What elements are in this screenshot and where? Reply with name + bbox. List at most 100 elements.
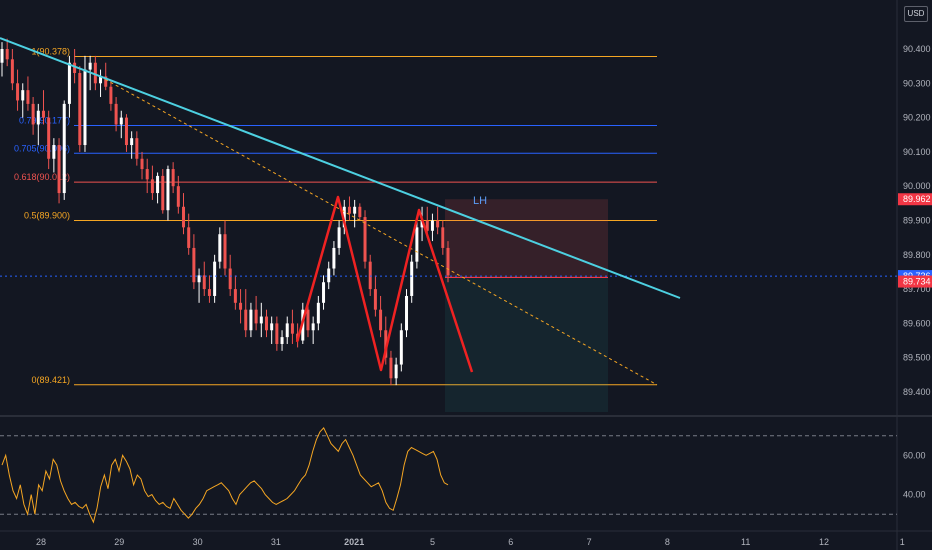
- candle-body: [384, 330, 388, 358]
- candle-body: [275, 323, 279, 344]
- candle-body: [88, 62, 92, 70]
- time-tick-label: 12: [819, 537, 829, 547]
- candle-body: [259, 316, 263, 324]
- candle-body: [187, 227, 191, 248]
- candle-body: [145, 169, 149, 180]
- candle-body: [78, 73, 82, 146]
- candle-body: [114, 103, 118, 125]
- candle-body: [430, 220, 434, 231]
- fibonacci-retracement[interactable]: 1(90.378) 0.79(90.177) 0.705(90.096) 0.618(…: [14, 47, 657, 386]
- candle-body: [0, 49, 4, 63]
- candle-body: [420, 220, 424, 228]
- candle-body: [425, 220, 429, 231]
- candlesticks: [0, 38, 450, 386]
- candle-body: [233, 289, 237, 303]
- price-tick-label: 89.600: [903, 318, 931, 328]
- candle-body: [73, 62, 77, 74]
- candle-body: [290, 323, 294, 334]
- candle-body: [26, 90, 30, 104]
- candle-body: [270, 323, 274, 331]
- candle-body: [337, 227, 341, 248]
- candle-body: [10, 59, 14, 84]
- drawings[interactable]: LH: [0, 37, 897, 386]
- candle-body: [171, 169, 175, 187]
- fib-level-label: 0.5(89.900): [24, 211, 70, 221]
- candle-body: [249, 309, 253, 331]
- candle-body: [415, 227, 419, 262]
- fib-level-label: 0(89.421): [31, 375, 70, 385]
- rsi-tick-label: 60.00: [903, 450, 926, 460]
- candle-body: [93, 62, 97, 84]
- candle-body: [202, 275, 206, 290]
- candle-body: [327, 268, 331, 283]
- candle-body: [182, 206, 186, 228]
- candle-body: [358, 206, 362, 218]
- candle-body: [207, 289, 211, 296]
- candle-body: [353, 206, 357, 214]
- candle-body: [218, 234, 222, 262]
- candle-body: [244, 309, 248, 331]
- candle-body: [99, 76, 103, 84]
- candle-body: [228, 268, 232, 290]
- candle-body: [124, 117, 128, 146]
- candle-body: [21, 90, 25, 101]
- time-tick-label: 29: [114, 537, 124, 547]
- candle-body: [342, 206, 346, 228]
- candle-body: [332, 247, 336, 269]
- position-zones[interactable]: [445, 199, 608, 412]
- candle-body: [347, 206, 351, 214]
- candle-body: [62, 103, 66, 194]
- fib-level-label: 0.705(90.096): [14, 143, 70, 153]
- time-tick-label: 30: [193, 537, 203, 547]
- candle-body: [16, 83, 20, 101]
- descending-trendline: [0, 37, 681, 299]
- candle-body: [399, 330, 403, 365]
- candle-body: [394, 364, 398, 379]
- time-tick-label: 1: [900, 537, 905, 547]
- candle-body: [311, 323, 315, 331]
- candle-body: [306, 309, 310, 331]
- rsi-line: [1, 427, 449, 524]
- candle-body: [410, 261, 414, 296]
- candle-body: [213, 261, 217, 296]
- take-profit-zone: [445, 277, 608, 412]
- price-tick-label: 89.800: [903, 250, 931, 260]
- candle-body: [5, 49, 9, 60]
- candle-body: [192, 247, 196, 283]
- projection-line: [99, 76, 658, 386]
- candle-body: [373, 289, 377, 310]
- time-tick-label: 6: [508, 537, 513, 547]
- fib-level-label: 0.618(90.012): [14, 172, 70, 182]
- axes: 90.400 90.300 90.200 90.100 90.000 89.900 89.8…: [36, 44, 932, 547]
- candle-body: [166, 169, 170, 211]
- candle-body: [119, 117, 123, 125]
- time-tick-label: 5: [430, 537, 435, 547]
- pattern-line: [295, 195, 474, 373]
- price-tick-label: 89.700: [903, 284, 931, 294]
- time-tick-label: 7: [587, 537, 592, 547]
- candle-body: [104, 76, 108, 87]
- price-tick-label: 90.200: [903, 113, 931, 123]
- candle-body: [197, 275, 201, 283]
- time-tick-label: 31: [271, 537, 281, 547]
- candle-body: [31, 103, 35, 125]
- rsi-indicator: 60.00 40.00: [0, 427, 926, 524]
- candle-body: [405, 295, 409, 331]
- annotation-lh: LH: [473, 195, 487, 207]
- candle-body: [47, 117, 51, 159]
- candle-body: [57, 145, 61, 194]
- candle-body: [239, 302, 243, 310]
- candle-body: [135, 138, 139, 159]
- candle-body: [316, 302, 320, 324]
- fib-level-label: 1(90.378): [31, 47, 70, 57]
- price-label-text: 89.962: [903, 194, 931, 204]
- candle-body: [156, 175, 160, 194]
- currency-badge[interactable]: USD: [904, 6, 928, 22]
- candle-body: [285, 323, 289, 338]
- candle-body: [41, 110, 45, 118]
- candle-body: [379, 309, 383, 331]
- rsi-tick-label: 40.00: [903, 490, 926, 500]
